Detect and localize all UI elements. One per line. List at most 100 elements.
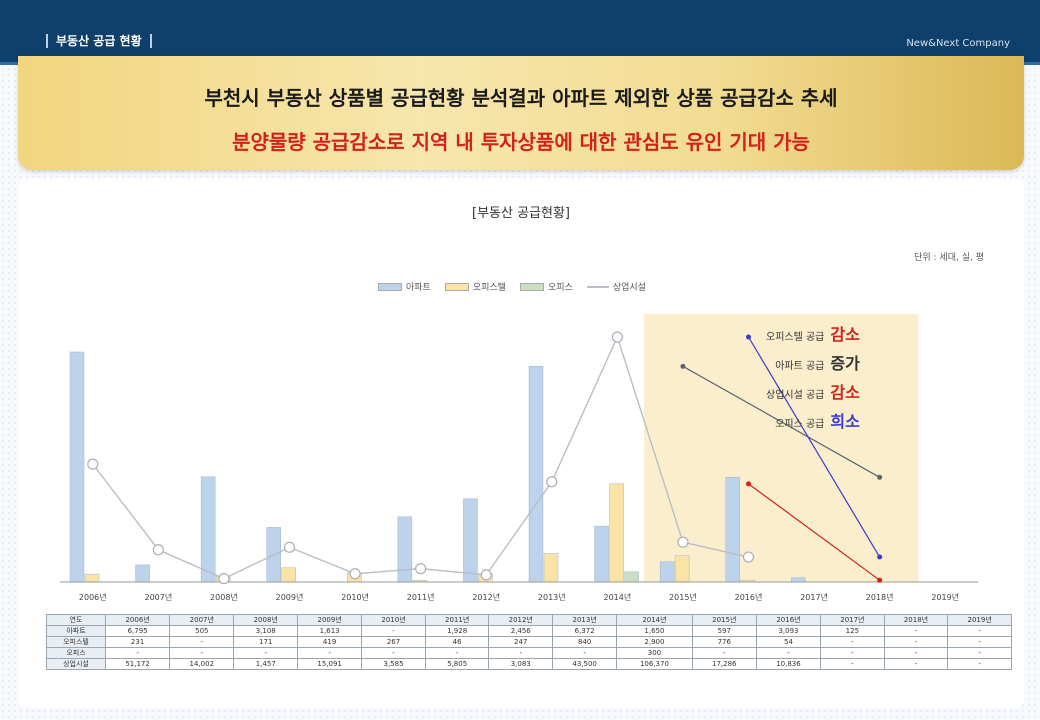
point-상업시설-2010년 (349, 568, 361, 580)
table-cell: - (488, 647, 554, 659)
supply-data-table: 연도 2006년 2007년 2008년 2009년 2010년 2011년 2012년 201… (46, 614, 1012, 670)
table-cell: 125 (820, 625, 885, 637)
annotation-label: 오피스텔 공급 (766, 332, 825, 343)
table-cell: 247 (488, 636, 554, 648)
bar-아파트-2017년 (791, 577, 806, 583)
highlight-region (644, 314, 919, 582)
table-header-cell: 연도 (46, 614, 106, 626)
bar-오피스텔-2014년 (609, 483, 624, 583)
bar-아파트-2016년 (725, 477, 740, 583)
table-cell: - (424, 647, 490, 659)
trend-start-오피스텔 공급 (746, 481, 751, 487)
table-header-cell: 2007년 (169, 614, 235, 626)
x-tick-label: 2019년 (931, 592, 959, 602)
point-상업시설-2015년 (677, 536, 689, 548)
table-cell: 상업시설 (46, 658, 106, 670)
legend-label: 상업시설 (612, 283, 646, 293)
table-cell: 2,900 (616, 636, 693, 648)
x-tick-label: 2015년 (669, 592, 697, 602)
bar-오피스텔-2015년 (674, 555, 690, 583)
table-cell: 419 (297, 636, 363, 648)
legend-item: 아파트 (378, 280, 431, 293)
x-tick-label: 2014년 (603, 592, 631, 602)
trend-start-아파트 공급 (680, 363, 686, 369)
bar-오피스텔-2006년 (84, 573, 100, 583)
table-cell: 840 (552, 636, 618, 648)
annotation-row: 오피스텔 공급 감소 (766, 322, 860, 351)
point-상업시설-2014년 (611, 331, 623, 343)
table-header-cell: 2011년 (424, 614, 490, 626)
table-header-cell: 2008년 (233, 614, 299, 626)
annotation-label: 아파트 공급 (775, 361, 825, 372)
table-cell: 51,172 (104, 658, 171, 670)
annotation-keyword: 감소 (830, 325, 860, 344)
annotation-label: 상업시설 공급 (766, 390, 825, 401)
table-cell: - (169, 647, 235, 659)
x-tick-label: 2012년 (472, 592, 500, 602)
table-cell: 3,108 (233, 625, 299, 637)
x-tick-label: 2010년 (341, 592, 369, 602)
table-header-cell: 2009년 (297, 614, 363, 626)
bar-아파트-2011년 (397, 516, 413, 583)
bar-아파트-2012년 (463, 498, 478, 583)
x-tick-label: 2011년 (407, 592, 435, 602)
x-tick-label: 2007년 (144, 592, 172, 602)
table-header-cell: 2018년 (883, 614, 949, 626)
trend-end-아파트 공급 (877, 474, 883, 480)
annotation-keyword: 증가 (830, 354, 860, 373)
x-tick-label: 2008년 (210, 592, 238, 602)
table-cell: - (820, 647, 885, 659)
headline-sub: 분양물량 공급감소로 지역 내 투자상품에 대한 관심도 유인 기대 가능 (232, 130, 810, 154)
table-cell: 6,795 (104, 625, 171, 637)
table-row: 상업시설 51,172 14,002 1,457 15,091 3,585 5,805 3,0… (46, 658, 1012, 670)
headline-banner: 부천시 부동산 상품별 공급현황 분석결과 아파트 제외한 상품 공급감소 추세… (18, 56, 1024, 170)
table-cell: - (883, 647, 949, 659)
table-cell: 43,500 (552, 658, 618, 670)
bar-아파트-2008년 (200, 476, 216, 583)
table-cell: - (552, 647, 618, 659)
table-cell: - (883, 625, 949, 637)
table-cell: 505 (169, 625, 235, 637)
annotation-row: 아파트 공급 증가 (766, 351, 860, 380)
legend-swatch (519, 282, 544, 291)
point-상업시설-2007년 (152, 544, 164, 556)
trend-end-오피스 공급 (877, 554, 883, 560)
trend-start-오피스 공급 (746, 334, 751, 340)
point-상업시설-2013년 (546, 476, 558, 488)
table-cell: 5,805 (424, 658, 490, 670)
table-cell: 1,650 (616, 625, 693, 637)
legend-swatch (378, 282, 402, 291)
table-cell: - (883, 658, 949, 670)
bar-아파트-2013년 (528, 366, 544, 583)
table-row: 오피스텔 231-171 419 267 46 247 840 2,900 776 54- - - (46, 636, 1012, 648)
annotation-label: 오피스 공급 (775, 419, 825, 430)
x-tick-label: 2006년 (79, 592, 107, 602)
table-cell: 1,457 (233, 658, 299, 670)
table-header-cell: 2016년 (755, 614, 822, 626)
bar-오피스텔-2013년 (543, 553, 559, 583)
table-cell: 54 (755, 636, 822, 648)
legend-label: 오피스 (547, 283, 573, 293)
bar-아파트-2015년 (659, 561, 675, 583)
table-cell: - (947, 658, 1012, 670)
table-cell: - (947, 625, 1012, 637)
chart-legend: 아파트 오피스텔 오피스 상업시설 (378, 280, 646, 293)
trend-오피스텔 공급 (748, 483, 880, 581)
legend-item: 상업시설 (586, 280, 646, 293)
unit-label: 단위 : 세대, 실, 평 (914, 253, 984, 263)
table-cell: - (755, 647, 822, 659)
table-cell: - (169, 636, 235, 648)
table-header-cell: 2019년 (947, 614, 1012, 626)
bar-오피스-2014년 (624, 571, 639, 583)
table-cell: 106,370 (616, 658, 693, 670)
chart-title: [부동산 공급현황] (472, 206, 570, 221)
trend-아파트 공급 (682, 365, 880, 478)
table-cell: 776 (691, 636, 757, 648)
bar-아파트-2007년 (135, 564, 150, 583)
table-header-cell: 2010년 (361, 614, 426, 626)
table-cell: - (361, 647, 426, 659)
point-상업시설-2008년 (218, 573, 230, 585)
trend-annotations: 오피스텔 공급 감소 아파트 공급 증가 상업시설 공급 감소 오피스 공급 희소 (766, 322, 860, 438)
table-header-cell: 2014년 (616, 614, 693, 626)
legend-label: 오피스텔 (472, 283, 506, 293)
